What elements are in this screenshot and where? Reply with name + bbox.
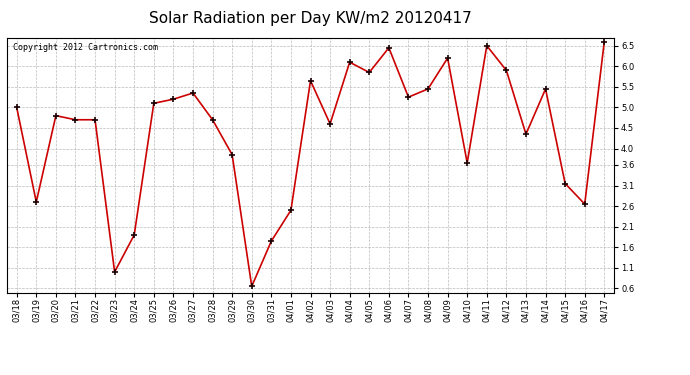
Text: Copyright 2012 Cartronics.com: Copyright 2012 Cartronics.com [13, 43, 158, 52]
Text: Solar Radiation per Day KW/m2 20120417: Solar Radiation per Day KW/m2 20120417 [149, 11, 472, 26]
